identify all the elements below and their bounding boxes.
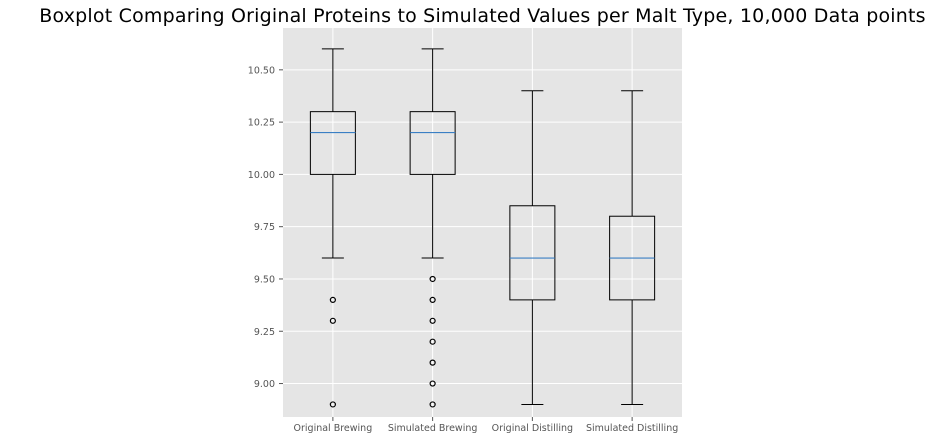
- outlier-point: [329, 401, 336, 408]
- y-axis: 9.00 9.25 9.50 9.75 10.00 10.25 10.50: [248, 65, 283, 390]
- outlier-point: [429, 401, 436, 408]
- plot-area: [283, 28, 682, 417]
- outlier-point: [429, 317, 436, 324]
- x-tick-label: Simulated Brewing: [388, 423, 478, 434]
- box-group: [309, 48, 356, 408]
- outlier-point: [429, 359, 436, 366]
- y-tick-label: 9.50: [254, 274, 275, 285]
- x-tick-label: Simulated Distilling: [586, 423, 678, 434]
- box-group: [409, 48, 456, 408]
- y-tick-label: 10.50: [248, 65, 275, 76]
- box-group: [509, 90, 556, 405]
- x-axis: Original Brewing Simulated Brewing Origina…: [294, 417, 678, 434]
- x-tick-label: Original Distilling: [492, 423, 573, 434]
- outlier-point: [429, 338, 436, 345]
- box-group: [609, 90, 656, 405]
- y-tick-label: 10.00: [248, 170, 275, 181]
- y-tick-label: 9.75: [254, 222, 275, 233]
- box-iqr: [409, 111, 456, 175]
- y-tick-label: 9.25: [254, 327, 275, 338]
- boxes: [309, 48, 656, 408]
- outlier-point: [429, 380, 436, 387]
- outlier-point: [329, 296, 336, 303]
- y-tick-label: 10.25: [248, 118, 275, 129]
- outlier-point: [329, 317, 336, 324]
- y-tick-label: 9.00: [254, 379, 275, 390]
- outlier-point: [429, 296, 436, 303]
- x-tick-label: Original Brewing: [294, 423, 373, 434]
- box-iqr: [509, 205, 556, 301]
- box-iqr: [309, 111, 356, 175]
- outlier-point: [429, 275, 436, 283]
- chart-title: Boxplot Comparing Original Proteins to S…: [39, 5, 926, 27]
